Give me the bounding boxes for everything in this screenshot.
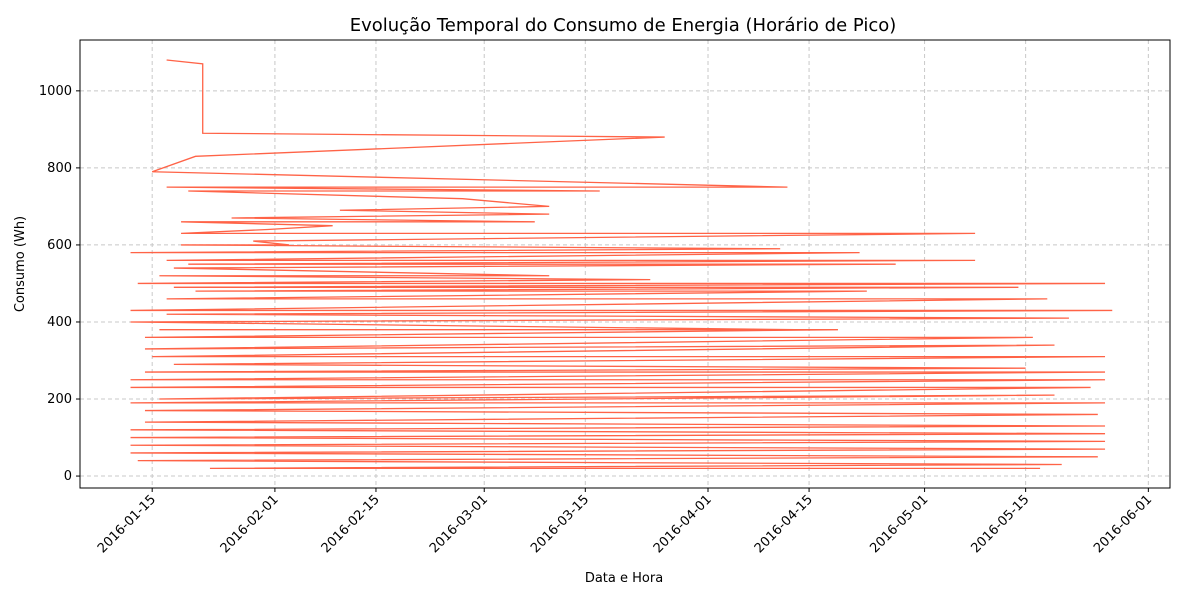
plot-frame: [79, 39, 1171, 489]
data-line: [130, 59, 1113, 469]
y-tick-label: 400: [47, 315, 72, 330]
x-tick-label: 2016-02-01: [218, 492, 282, 556]
x-tick-label: 2016-04-01: [651, 492, 715, 556]
y-axis-label: Consumo (Wh): [13, 216, 28, 312]
y-tick-label: 800: [47, 161, 72, 176]
x-tick-label: 2016-03-15: [528, 492, 592, 556]
y-tick-label: 200: [47, 392, 72, 407]
x-tick-label: 2016-03-01: [427, 492, 491, 556]
chart-title: Evolução Temporal do Consumo de Energia …: [350, 15, 897, 36]
y-tick-label: 600: [47, 238, 72, 253]
x-axis-label: Data e Hora: [585, 571, 663, 586]
x-tick-label: 2016-04-15: [752, 492, 816, 556]
x-tick-label: 2016-05-01: [867, 492, 931, 556]
x-tick-label: 2016-06-01: [1091, 492, 1155, 556]
y-tick-label: 0: [64, 469, 72, 484]
x-tick-label: 2016-01-15: [95, 492, 159, 556]
x-tick-label: 2016-02-15: [319, 492, 383, 556]
y-tick-label: 1000: [39, 84, 72, 99]
x-tick-label: 2016-05-15: [968, 492, 1032, 556]
